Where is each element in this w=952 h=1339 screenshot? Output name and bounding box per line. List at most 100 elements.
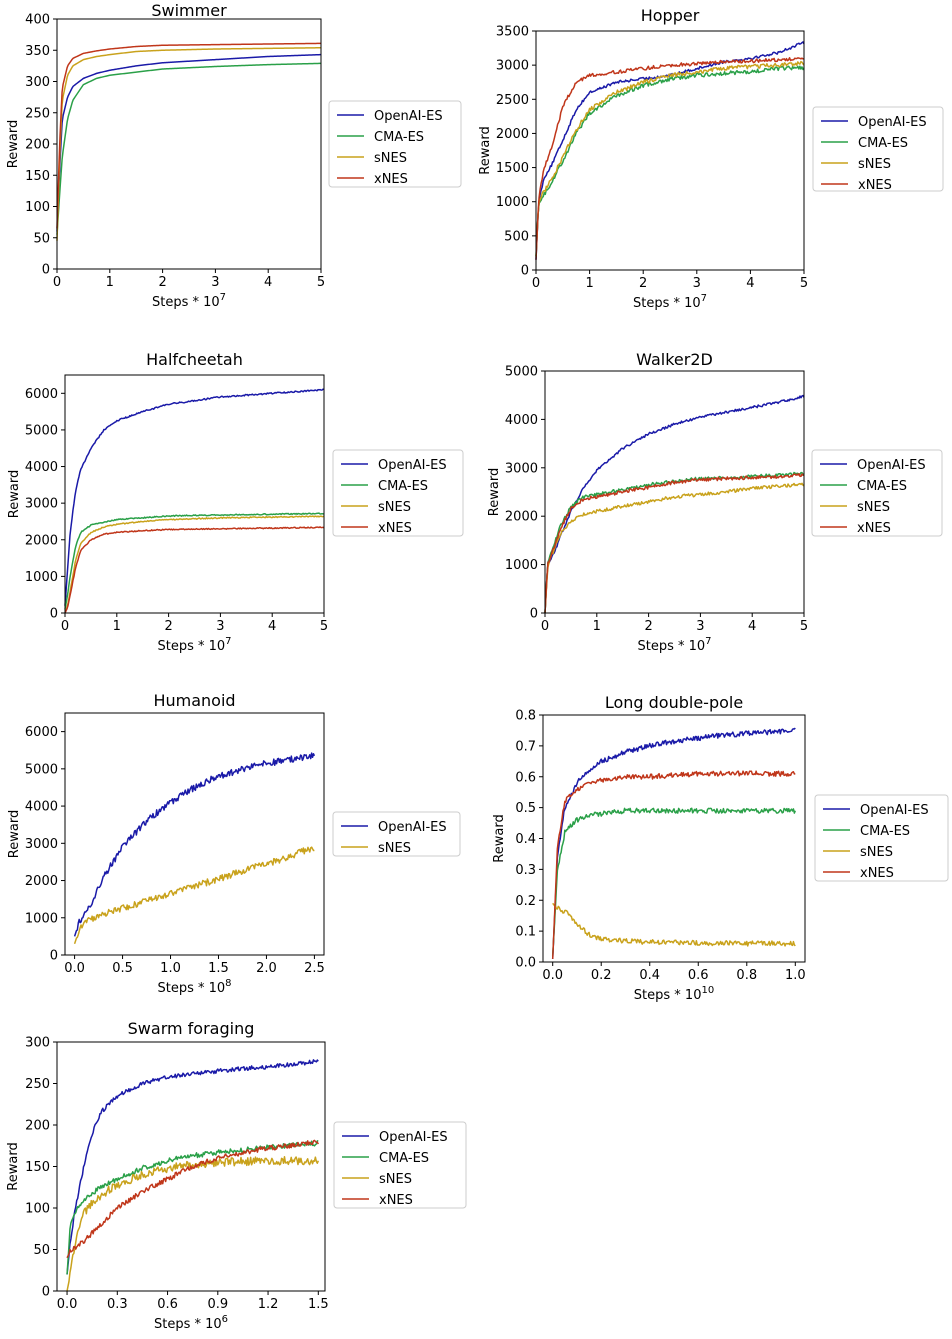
x-tick-label: 5 (800, 276, 808, 291)
legend-label: sNES (860, 845, 893, 860)
legend-label: OpenAI-ES (378, 820, 447, 835)
y-tick-label: 3000 (505, 461, 538, 476)
y-tick-label: 5000 (25, 423, 58, 438)
x-tick-label: 4 (268, 619, 276, 634)
x-tick-label: 0.9 (207, 1297, 228, 1312)
y-tick-label: 0 (50, 607, 58, 622)
legend: OpenAI-ES CMA-ES sNES xNES (814, 794, 949, 882)
y-tick-label: 3000 (25, 837, 58, 852)
y-tick-label: 350 (25, 44, 50, 59)
series-line-xnes (551, 770, 796, 959)
y-tick-label: 0 (50, 949, 58, 964)
x-tick-label: 3 (696, 619, 704, 634)
y-tick-label: 300 (25, 1036, 50, 1051)
y-tick-label: 0 (530, 607, 538, 622)
legend-label: CMA-ES (857, 479, 907, 494)
x-tick-label: 3 (211, 275, 219, 290)
series-line-openai-es (73, 752, 316, 937)
legend: OpenAI-ES CMA-ES sNES xNES (811, 449, 943, 537)
series-group (551, 727, 796, 959)
y-tick-label: 250 (25, 106, 50, 121)
legend-label: OpenAI-ES (860, 803, 929, 818)
subplot-humanoid: Humanoid 0.0 0.5 1.0 1.5 2.0 2.5 0 1000 2000 3000 4… (7, 691, 461, 996)
x-tick-label: 1.5 (208, 961, 229, 976)
y-axis-label: Reward (478, 126, 493, 174)
y-tick-label: 1000 (496, 195, 529, 210)
y-tick-label: 6000 (25, 725, 58, 740)
x-axis-label: Steps * 106 (154, 1314, 228, 1332)
x-tick-label: 2 (164, 619, 172, 634)
y-tick-label: 4000 (25, 460, 58, 475)
legend: OpenAI-ES sNES (332, 811, 461, 857)
x-tick-label: 0.0 (57, 1297, 78, 1312)
y-tick-label: 200 (25, 1119, 50, 1134)
x-tick-label: 4 (264, 275, 272, 290)
y-tick-label: 0.3 (515, 863, 536, 878)
y-tick-label: 5000 (25, 762, 58, 777)
legend-frame (332, 449, 464, 537)
y-tick-label: 4000 (25, 800, 58, 815)
x-tick-label: 2.0 (256, 961, 277, 976)
y-tick-label: 0.0 (515, 956, 536, 971)
chart-title: Walker2D (636, 350, 713, 369)
series-line-xnes (535, 57, 805, 260)
y-tick-label: 50 (33, 231, 50, 246)
y-tick-label: 0 (521, 264, 529, 279)
y-tick-label: 1000 (505, 558, 538, 573)
x-tick-label: 0.8 (736, 968, 757, 983)
chart-title: Long double-pole (605, 693, 743, 712)
legend-label: xNES (858, 178, 892, 193)
legend-frame (333, 1121, 467, 1209)
y-axis-label: Reward (492, 814, 507, 862)
y-tick-label: 1500 (496, 161, 529, 176)
series-group (64, 388, 325, 614)
x-tick-label: 1.0 (160, 961, 181, 976)
legend-label: xNES (378, 521, 412, 536)
y-tick-label: 2000 (25, 874, 58, 889)
series-group (544, 394, 805, 614)
x-tick-label: 3 (693, 276, 701, 291)
y-tick-label: 300 (25, 75, 50, 90)
x-tick-label: 1.5 (308, 1297, 329, 1312)
series-line-cma-es (56, 62, 322, 235)
subplot-hopper: Hopper 0 1 2 3 4 5 0 500 1000 1500 2000 2500 3000 3500… (478, 6, 944, 311)
y-tick-label: 150 (25, 1160, 50, 1175)
y-tick-label: 0.6 (515, 770, 536, 785)
x-tick-label: 0.0 (64, 961, 85, 976)
plot-frame (64, 712, 325, 956)
x-tick-label: 1 (593, 619, 601, 634)
x-tick-label: 0.6 (688, 968, 709, 983)
subplot-halfcheetah: Halfcheetah 0 1 2 3 4 5 0 1000 2000 3000 4000 5000 60… (7, 350, 464, 654)
x-tick-label: 5 (317, 275, 325, 290)
y-tick-label: 2000 (505, 510, 538, 525)
series-line-cma-es (66, 1140, 319, 1275)
series-line-cma-es (64, 512, 325, 610)
y-tick-label: 500 (504, 229, 529, 244)
series-group (73, 752, 316, 945)
y-tick-label: 3000 (496, 59, 529, 74)
series-line-snes (544, 482, 805, 614)
legend-label: OpenAI-ES (858, 115, 927, 130)
x-tick-label: 1 (106, 275, 114, 290)
series-group (56, 42, 322, 241)
y-tick-label: 50 (33, 1243, 50, 1258)
chart-title: Swarm foraging (128, 1019, 255, 1038)
series-line-openai-es (544, 394, 805, 614)
subplot-swarm-foraging: Swarm foraging 0.0 0.3 0.6 0.9 1.2 1.5 0 50 100 15… (6, 1019, 467, 1332)
legend-label: CMA-ES (858, 136, 908, 151)
series-line-openai-es (56, 53, 322, 232)
chart-title: Halfcheetah (146, 350, 243, 369)
x-tick-label: 1 (585, 276, 593, 291)
chart-title: Hopper (641, 6, 700, 25)
y-axis-label: Reward (7, 470, 22, 518)
y-axis-label: Reward (6, 1142, 21, 1190)
y-tick-label: 200 (25, 138, 50, 153)
y-tick-label: 100 (25, 200, 50, 215)
x-axis-label: Steps * 107 (637, 636, 711, 654)
plot-frame (64, 374, 325, 614)
legend-label: sNES (857, 500, 890, 515)
plot-frame (535, 30, 805, 271)
y-tick-label: 0 (42, 263, 50, 278)
x-tick-label: 2.5 (304, 961, 325, 976)
